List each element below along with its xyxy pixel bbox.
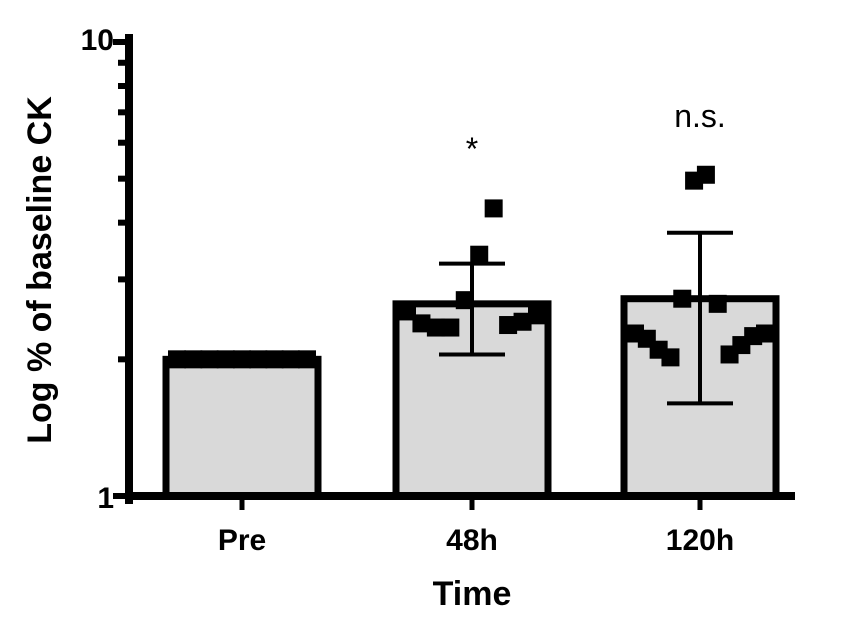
y-tick-label-1: 1 — [97, 482, 114, 515]
y-ticks — [113, 39, 129, 499]
point-pre-8 — [281, 350, 300, 369]
x-ticks — [239, 496, 703, 510]
point-120h-4 — [661, 348, 680, 367]
point-48h-2 — [412, 314, 431, 333]
bar-pre — [162, 355, 322, 500]
y-axis-title: Log % of baseline CK — [21, 96, 59, 444]
point-pre-2 — [184, 350, 203, 369]
annotation-120h: n.s. — [674, 98, 726, 134]
x-axis-title: Time — [433, 575, 512, 613]
point-48h-10 — [528, 306, 546, 325]
point-pre-7 — [265, 350, 284, 369]
x-tick-label-48h: 48h — [446, 524, 498, 557]
point-48h-3 — [426, 318, 445, 337]
point-120h-7 — [696, 165, 715, 184]
point-pre-4 — [216, 350, 235, 369]
annotation-48h: * — [466, 131, 478, 167]
point-120h-5 — [673, 289, 692, 308]
point-pre-1 — [168, 350, 186, 369]
x-tick-label-120h: 120h — [666, 524, 734, 557]
x-tick-label-pre: Pre — [218, 524, 266, 557]
point-48h-6 — [470, 245, 489, 264]
point-48h-5 — [455, 291, 474, 310]
point-pre-6 — [249, 350, 268, 369]
point-120h-12 — [756, 324, 774, 343]
point-pre-3 — [200, 350, 219, 369]
y-tick-label-10: 10 — [81, 24, 114, 57]
point-48h-4 — [441, 318, 460, 337]
point-120h-8 — [708, 294, 727, 313]
point-48h-7 — [484, 199, 503, 218]
point-pre-5 — [233, 350, 251, 369]
point-48h-8 — [499, 316, 518, 335]
points-layer — [168, 165, 774, 369]
point-pre-9 — [298, 350, 316, 369]
point-48h-1 — [398, 302, 416, 321]
point-48h-9 — [513, 312, 532, 331]
